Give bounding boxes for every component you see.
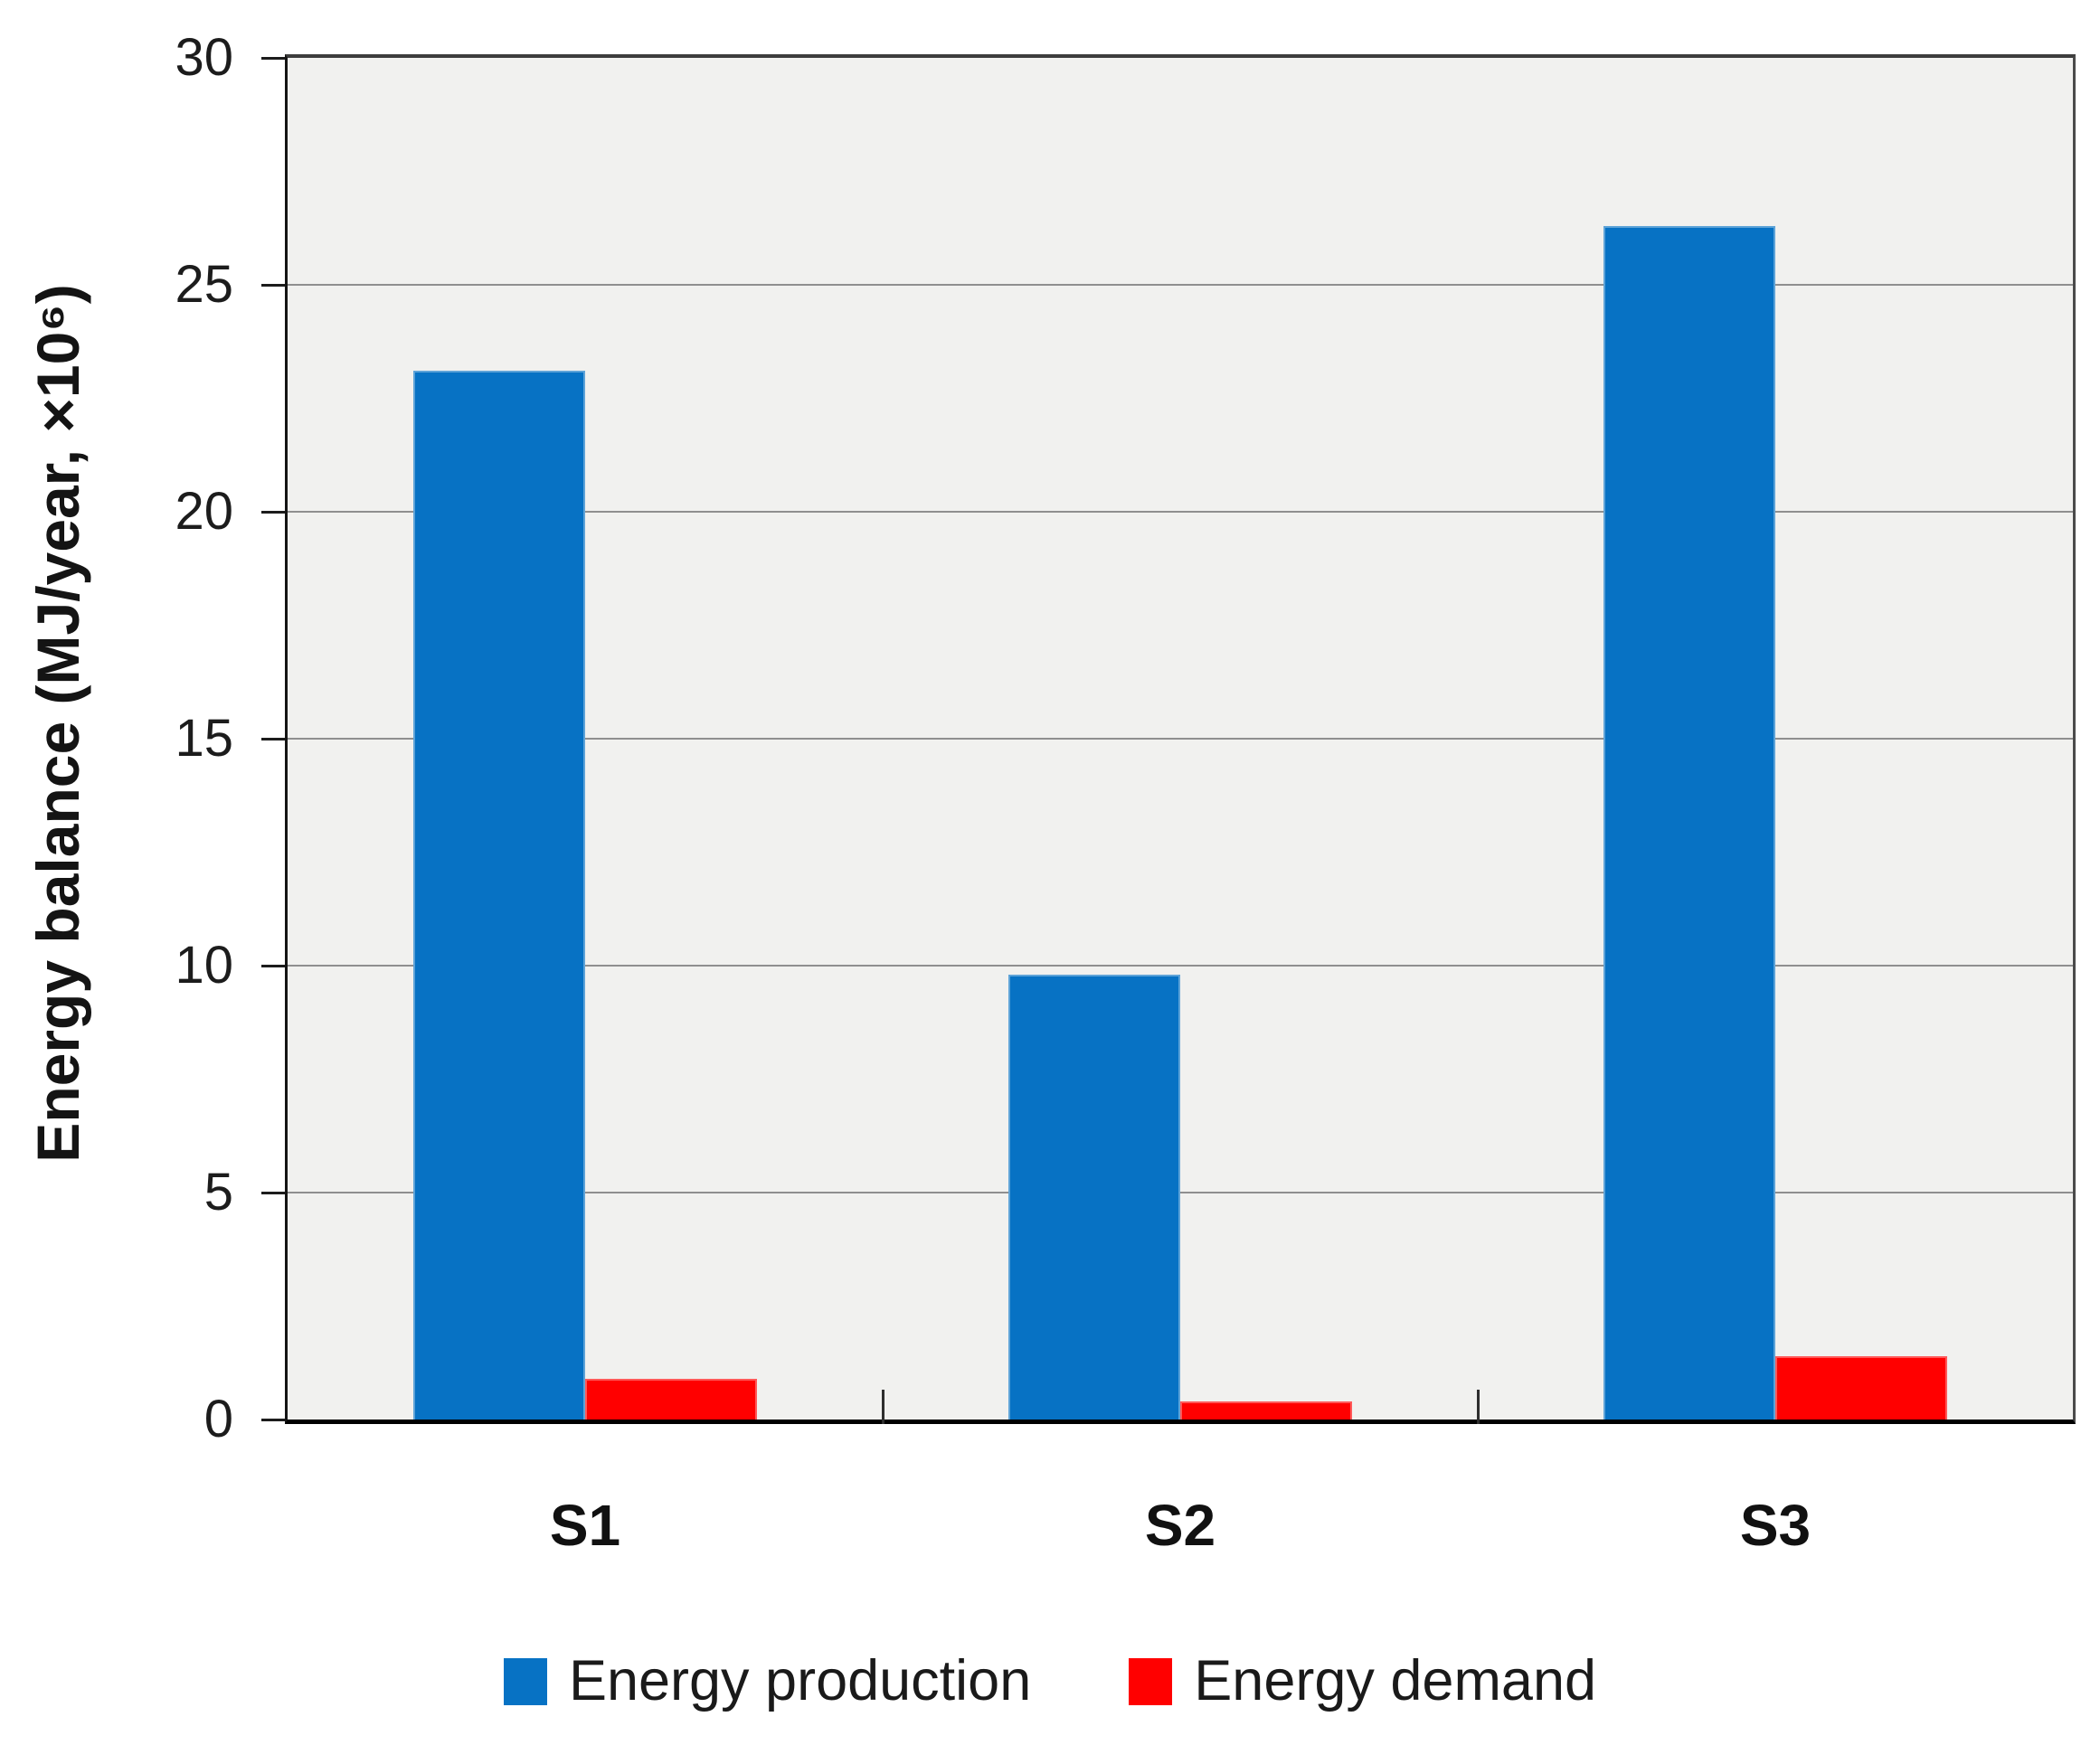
x-label-s3: S3 [1739,1493,1811,1558]
plot-inner [288,58,2073,1424]
y-tick-label-30: 30 [175,28,233,87]
y-tick-mark-5 [261,1191,285,1194]
bar-s1-energy-demand [585,1378,757,1420]
legend-label: Energy production [568,1649,1032,1712]
legend-swatch-energy-demand-icon [1129,1657,1173,1705]
x-label-s1: S1 [549,1493,621,1558]
y-tick-label-10: 10 [175,936,233,995]
y-tick-label-25: 25 [175,255,233,314]
y-tick-mark-15 [261,737,285,740]
gridline-y20 [288,511,2073,513]
x-axis-boundary-tick [881,1390,884,1424]
y-tick-mark-25 [261,283,285,287]
legend-swatch-energy-production-icon [503,1657,547,1705]
plot-area [285,54,2076,1424]
bar-s1-energy-production [413,371,585,1420]
gridline-y15 [288,738,2073,740]
gridline-y25 [288,284,2073,286]
bar-s2-energy-demand [1180,1401,1352,1420]
y-tick-mark-0 [261,1418,285,1421]
bar-s2-energy-production [1008,975,1180,1420]
x-label-s2: S2 [1144,1493,1216,1558]
y-tick-label-15: 15 [175,709,233,768]
y-tick-mark-20 [261,510,285,514]
legend-item-energy-demand: Energy demand [1129,1653,1596,1710]
y-tick-label-0: 0 [203,1390,233,1448]
y-tick-mark-30 [261,56,285,60]
legend: Energy production Energy demand [0,1653,2100,1710]
legend-item-energy-production: Energy production [503,1649,1032,1712]
gridline-y10 [288,965,2073,967]
y-tick-label-5: 5 [203,1163,233,1222]
bar-s3-energy-demand [1775,1355,1947,1420]
y-tick-label-20: 20 [175,482,233,541]
gridline-y5 [288,1192,2073,1193]
bar-s3-energy-production [1603,225,1775,1420]
legend-label: Energy demand [1194,1649,1597,1712]
y-tick-mark-10 [261,964,285,967]
x-axis-boundary-tick [1476,1390,1480,1424]
